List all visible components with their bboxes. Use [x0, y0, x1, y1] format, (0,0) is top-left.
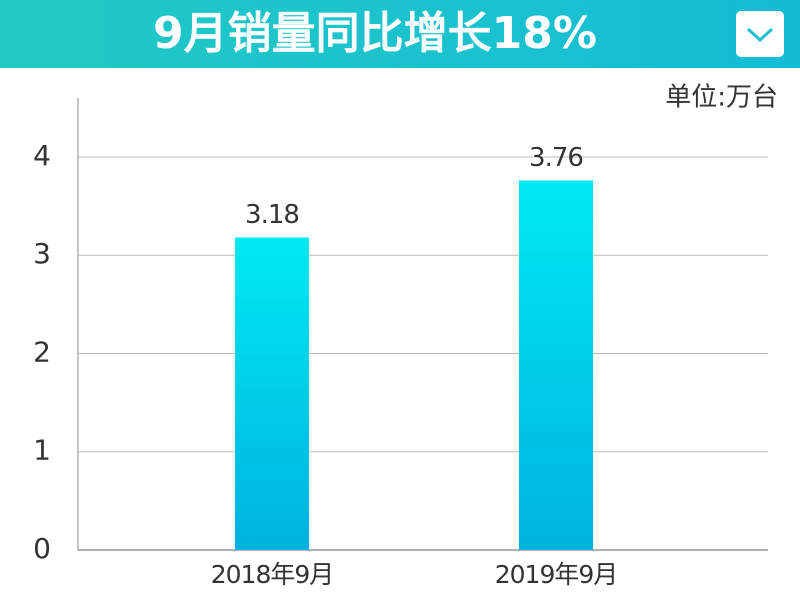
x-tick-label: 2019年9月 [495, 560, 618, 589]
unit-label: 单位:万台 [665, 83, 778, 113]
dropdown-button[interactable] [736, 11, 784, 57]
x-tick-label: 2018年9月 [211, 560, 334, 589]
y-tick-label: 4 [33, 139, 51, 172]
value-label: 3.18 [245, 200, 299, 230]
header-band [0, 0, 800, 68]
y-tick-label: 2 [33, 335, 51, 368]
value-label: 3.76 [529, 143, 583, 173]
bar [519, 180, 593, 550]
chart-title: 9月销量同比增长18% [153, 8, 597, 59]
y-tick-label: 1 [33, 434, 51, 467]
dropdown-box[interactable] [736, 11, 784, 57]
dropdown-chevron[interactable] [746, 27, 774, 43]
y-tick-label: 3 [33, 237, 51, 270]
y-tick-label: 0 [33, 532, 51, 565]
bar [235, 237, 309, 550]
